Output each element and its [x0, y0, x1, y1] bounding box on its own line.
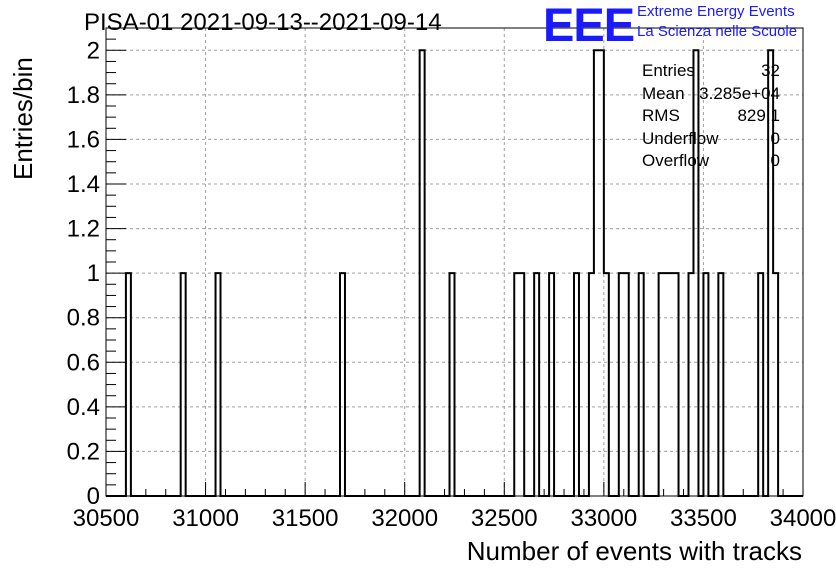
histogram-bin	[450, 273, 455, 496]
y-tick-label: 1.4	[67, 171, 100, 198]
histogram-bin	[549, 273, 554, 496]
x-axis-label: Number of events with tracks	[466, 536, 802, 566]
histogram-bin	[604, 273, 609, 496]
axes: 30500 31000 31500 32000 32500 33000 33500 34000…	[67, 37, 836, 532]
y-tick-label: 2	[87, 37, 100, 64]
stat-value: 0	[770, 128, 780, 148]
stat-label: Entries	[642, 61, 695, 80]
x-tick-label: 34000	[770, 505, 836, 532]
stat-label: Overflow	[642, 151, 710, 170]
histogram-bin	[773, 273, 778, 496]
y-axis-label: Entries/bin	[8, 57, 38, 180]
y-tick-label: 1	[87, 260, 100, 287]
x-tick-label: 32500	[471, 505, 538, 532]
x-tick-label: 33500	[670, 505, 737, 532]
chart-title: PISA-01 2021-09-13--2021-09-14	[84, 9, 442, 36]
stat-value: 829.1	[737, 106, 780, 125]
histogram-bin	[420, 50, 425, 496]
logo-line-1: Extreme Energy Events	[637, 3, 795, 20]
stat-value: 3.285e+04	[699, 83, 780, 103]
y-tick-label: 0.8	[67, 305, 100, 332]
histogram-bin	[599, 50, 604, 496]
histogram-bin	[574, 273, 579, 496]
y-tick-label: 0.4	[67, 394, 100, 421]
x-tick-label: 31500	[272, 505, 339, 532]
histogram-bin	[519, 273, 524, 496]
histogram-bin	[340, 273, 345, 496]
histogram-bin	[674, 273, 679, 496]
histogram-bin	[589, 273, 594, 496]
histogram-bin	[181, 273, 186, 496]
histogram-bin	[216, 273, 221, 496]
histogram-bin	[669, 273, 674, 496]
histogram-bin	[619, 273, 624, 496]
x-tick-label: 31000	[172, 505, 239, 532]
histogram-bin	[718, 273, 723, 496]
histogram-bin	[514, 273, 519, 496]
eee-logo: EEE	[543, 0, 635, 51]
y-tick-label: 1.6	[67, 126, 100, 153]
y-tick-label: 0.2	[67, 438, 100, 465]
stat-value: 0	[770, 151, 780, 170]
histogram-bin	[594, 50, 599, 496]
stat-label: RMS	[642, 106, 680, 125]
y-tick-label: 1.8	[67, 82, 100, 109]
histogram-bin	[624, 273, 629, 496]
histogram-bin	[126, 273, 131, 496]
y-tick-label: 0	[87, 483, 100, 510]
stat-label: Mean	[642, 83, 685, 103]
histogram-bin	[664, 273, 669, 496]
histogram-bin	[703, 273, 708, 496]
y-tick-label: 1.2	[67, 216, 100, 243]
histogram-bin	[758, 273, 763, 496]
logo-line-2: La Scienza nelle Scuole	[637, 23, 798, 40]
histogram-bin	[639, 273, 644, 496]
x-tick-label: 33000	[570, 505, 637, 532]
histogram-bin	[688, 273, 693, 496]
x-tick-label: 32000	[371, 505, 438, 532]
stat-label: Underflow	[642, 128, 719, 148]
stat-value: 32	[761, 61, 780, 80]
x-tick-label: 30500	[73, 505, 140, 532]
y-tick-label: 0.6	[67, 349, 100, 376]
histogram-bin	[659, 273, 664, 496]
histogram-bin	[534, 273, 539, 496]
